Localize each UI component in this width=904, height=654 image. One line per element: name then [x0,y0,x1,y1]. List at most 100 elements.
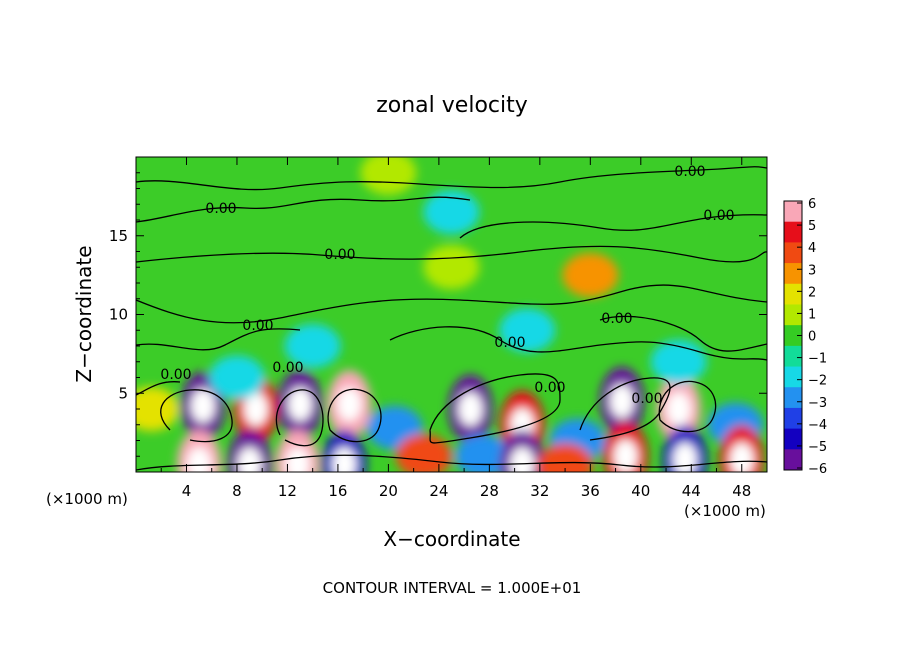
x-axis: 4 8 12 16 20 24 28 32 36 40 44 48 [160,157,751,500]
colorbar-tick-label: 3 [808,263,816,278]
colorbar-tick-label: −3 [808,396,827,411]
heatmap-blob-core [187,447,212,472]
x-units-right: (×1000 m) [684,502,766,520]
heatmap-blob-core [666,392,691,426]
colorbar-tick-label: 0 [808,330,816,345]
contour-line [327,388,382,443]
colorbar-swatch [784,221,802,243]
contour-label: 0.00 [242,318,273,334]
colorbar-tick-label: 4 [808,241,816,256]
heatmap-blob-core [672,442,698,472]
y-tick-label: 15 [109,227,128,245]
heatmap-blob-core [609,384,634,419]
heatmap-blob [136,387,180,431]
colorbar-tick-label: 5 [808,219,816,234]
heatmap-blob-core [243,392,268,426]
heatmap-blob [455,434,512,472]
heatmap-blob [499,308,556,353]
contour-line [275,389,324,447]
x-tick-label: 24 [429,482,448,500]
colorbar-swatch [784,325,802,347]
heatmap-blob [360,157,417,195]
colorbar-swatch [784,407,802,430]
colorbar-tick-label: 6 [808,197,816,212]
contour-line [136,284,767,324]
y-axis-title: Z−coordinate [72,245,96,382]
heatmap-blob [650,339,707,384]
x-tick-label: 36 [581,482,600,500]
heatmap-blob-core [729,442,754,472]
heatmap-blob-core [510,447,535,472]
x-tick-label: 44 [682,482,701,500]
colorbar-swatch [784,263,802,285]
x-tick-label: 4 [182,482,192,500]
heatmap-blob-core [190,388,215,423]
contour-line [429,373,561,444]
contour-line [136,166,767,191]
contour-line [136,245,767,263]
colorbar-swatch [784,242,802,264]
heatmap-blob-core [237,447,262,472]
contour-label: 0.00 [160,367,191,383]
heatmap-blob [423,245,480,290]
contour-label: 0.00 [674,164,705,180]
contour-line [579,377,671,441]
heatmap-blob [284,324,341,368]
colorbar-tick-label: −4 [808,418,827,433]
contour-label: 0.00 [205,201,236,217]
heatmap-blob [395,434,452,472]
contour-label: 0.00 [494,335,525,351]
heatmap-blob [208,355,265,400]
y-tick-label: 10 [109,306,128,324]
x-tick-label: 40 [631,482,650,500]
y-tick-label: 5 [118,384,128,402]
contour-label: 0.00 [703,208,734,224]
contour-line [160,389,233,443]
contour-line [389,326,767,361]
heatmap-blob-core [613,439,638,472]
chart-title: zonal velocity [376,93,528,118]
colorbar-tick-label: −5 [808,440,827,455]
contour-label: 0.00 [324,247,355,263]
x-tick-label: 12 [278,482,297,500]
x-tick-label: 16 [328,482,347,500]
y-axis: 5 10 15 [109,172,767,457]
contour-line [459,214,767,239]
contour-line [136,454,767,471]
colorbar-swatch [784,201,802,223]
contour-lines [136,166,767,471]
contour-label: 0.00 [631,391,662,407]
x-tick-label: 8 [232,482,242,500]
heatmap-features [136,157,764,472]
colorbar-tick-label: −2 [808,374,827,389]
contour-label: 0.00 [534,380,565,396]
x-tick-label: 20 [379,482,398,500]
colorbar-tick-label: 1 [808,307,816,322]
colorbar-swatch [784,449,802,471]
contour-line [136,196,471,223]
contour-line [599,315,767,352]
heatmap-blob-core [337,387,362,422]
colorbar-swatch [784,345,802,368]
heatmap-blob [537,443,594,472]
x-tick-label: 48 [732,482,751,500]
contour-labels: 0.00 0.00 0.00 0.00 0.00 0.00 0.00 0.00 0.00 0.00… [160,164,734,407]
heatmap-blob-core [458,392,483,426]
colorbar-swatch [784,283,802,305]
contour-interval-note: CONTOUR INTERVAL = 1.000E+01 [323,579,582,597]
colorbar: 6 5 4 3 2 1 0 −1 −2 −3 −4 −5 −6 [783,197,827,477]
heatmap-field: 0.00 0.00 0.00 0.00 0.00 0.00 0.00 0.00 0.00 0.00… [136,157,767,472]
x-units-left: (×1000 m) [46,490,128,508]
x-tick-label: 28 [480,482,499,500]
x-axis-title: X−coordinate [383,527,520,551]
contour-label: 0.00 [601,311,632,327]
colorbar-swatch [784,428,802,450]
colorbar-swatch [784,387,802,409]
colorbar-tick-label: −1 [808,352,827,367]
heatmap-blob [423,190,480,235]
contour-line [136,328,301,351]
colorbar-swatch [784,304,802,326]
heatmap-blob [562,253,619,298]
x-tick-label: 32 [530,482,549,500]
